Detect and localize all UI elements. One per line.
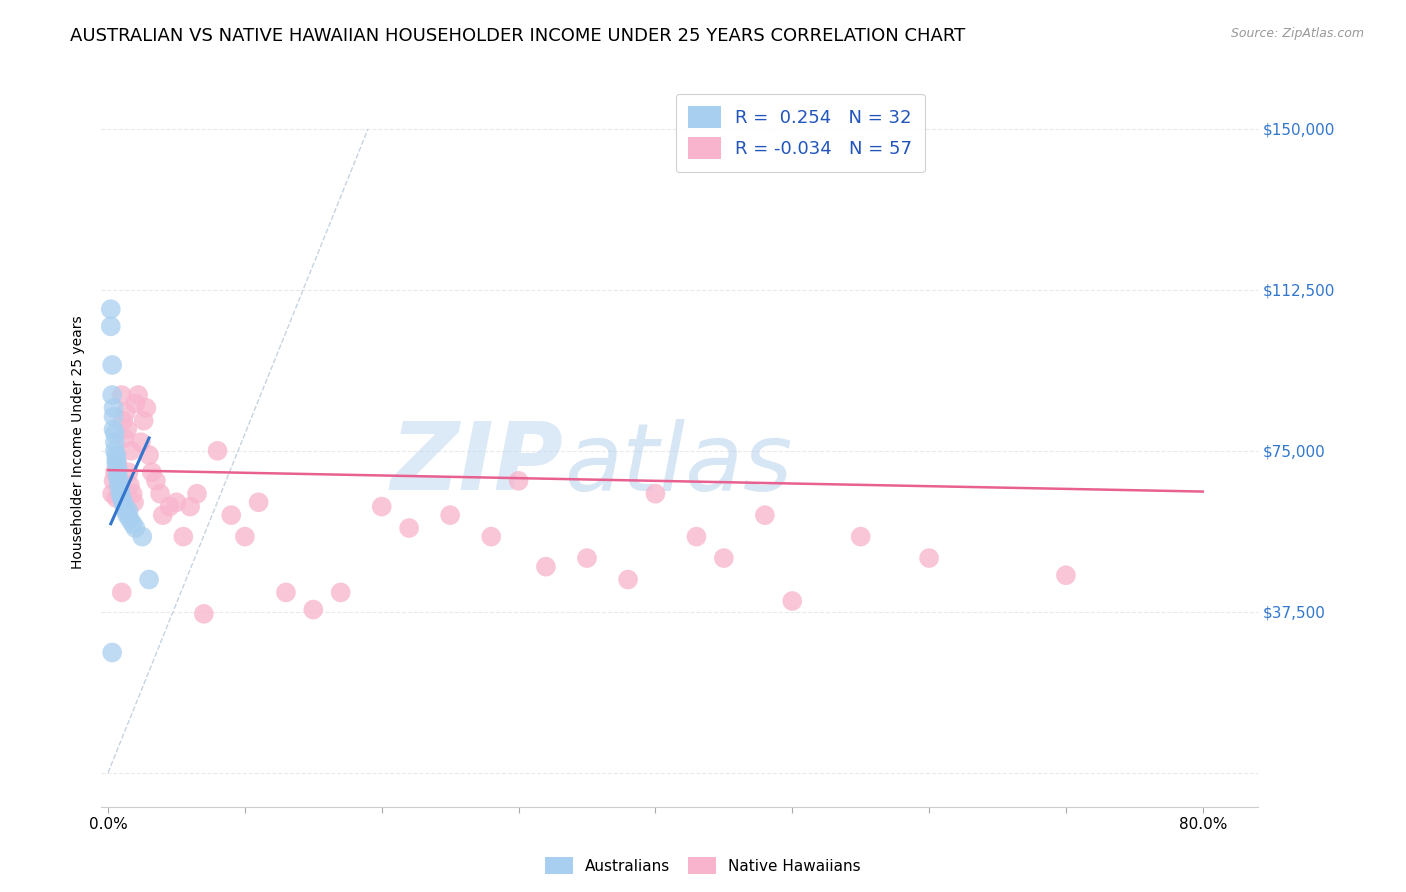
Point — [107, 461, 129, 475]
Point — [100, 302, 122, 317]
Point — [108, 474, 131, 488]
Point — [371, 500, 394, 514]
Point — [918, 551, 941, 566]
Point — [101, 645, 124, 659]
Point — [114, 500, 136, 514]
Point — [159, 500, 181, 514]
Point — [302, 602, 325, 616]
Point — [398, 521, 420, 535]
Point — [713, 551, 735, 566]
Point — [118, 478, 141, 492]
Point — [114, 431, 136, 445]
Point — [105, 452, 128, 467]
Point — [233, 530, 256, 544]
Text: atlas: atlas — [564, 418, 792, 509]
Point — [124, 521, 146, 535]
Point — [101, 486, 124, 500]
Point — [101, 358, 124, 372]
Point — [104, 443, 127, 458]
Point — [849, 530, 872, 544]
Point — [141, 465, 163, 479]
Point — [247, 495, 270, 509]
Text: Source: ZipAtlas.com: Source: ZipAtlas.com — [1230, 27, 1364, 40]
Legend: Australians, Native Hawaiians: Australians, Native Hawaiians — [538, 851, 868, 880]
Point — [274, 585, 297, 599]
Point — [138, 573, 160, 587]
Legend: R =  0.254   N = 32, R = -0.034   N = 57: R = 0.254 N = 32, R = -0.034 N = 57 — [675, 94, 925, 172]
Point — [108, 474, 131, 488]
Point — [115, 504, 138, 518]
Point — [105, 491, 128, 505]
Point — [193, 607, 215, 621]
Point — [179, 500, 201, 514]
Point — [111, 491, 134, 505]
Point — [1054, 568, 1077, 582]
Point — [186, 486, 208, 500]
Point — [115, 508, 138, 523]
Point — [104, 426, 127, 441]
Point — [108, 478, 131, 492]
Point — [122, 495, 145, 509]
Point — [121, 486, 143, 500]
Point — [107, 469, 129, 483]
Point — [479, 530, 502, 544]
Point — [103, 474, 125, 488]
Point — [135, 401, 157, 415]
Point — [124, 396, 146, 410]
Point — [754, 508, 776, 523]
Point — [117, 465, 139, 479]
Point — [508, 474, 530, 488]
Y-axis label: Householder Income Under 25 years: Householder Income Under 25 years — [72, 316, 86, 569]
Point — [111, 388, 134, 402]
Point — [103, 422, 125, 436]
Point — [112, 495, 135, 509]
Point — [617, 573, 640, 587]
Point — [110, 483, 132, 497]
Point — [100, 319, 122, 334]
Point — [118, 512, 141, 526]
Point — [207, 443, 229, 458]
Point — [149, 486, 172, 500]
Point — [105, 457, 128, 471]
Point — [101, 388, 124, 402]
Text: ZIP: ZIP — [391, 418, 564, 510]
Point — [111, 585, 134, 599]
Point — [103, 401, 125, 415]
Point — [166, 495, 188, 509]
Point — [219, 508, 242, 523]
Point — [127, 388, 149, 402]
Point — [131, 530, 153, 544]
Point — [117, 504, 139, 518]
Point — [575, 551, 598, 566]
Point — [780, 594, 803, 608]
Point — [644, 486, 666, 500]
Point — [439, 508, 461, 523]
Point — [121, 516, 143, 531]
Point — [115, 422, 138, 436]
Point — [329, 585, 352, 599]
Point — [132, 414, 155, 428]
Point — [112, 414, 135, 428]
Point — [138, 448, 160, 462]
Text: AUSTRALIAN VS NATIVE HAWAIIAN HOUSEHOLDER INCOME UNDER 25 YEARS CORRELATION CHAR: AUSTRALIAN VS NATIVE HAWAIIAN HOUSEHOLDE… — [70, 27, 966, 45]
Point — [145, 474, 167, 488]
Point — [110, 486, 132, 500]
Point — [152, 508, 174, 523]
Point — [104, 465, 127, 479]
Point — [107, 457, 129, 471]
Point — [105, 448, 128, 462]
Point — [685, 530, 707, 544]
Point — [110, 486, 132, 500]
Point — [115, 405, 138, 419]
Point — [534, 559, 557, 574]
Point — [129, 435, 152, 450]
Point — [107, 465, 129, 479]
Point — [103, 409, 125, 424]
Point — [120, 443, 142, 458]
Point — [104, 435, 127, 450]
Point — [172, 530, 194, 544]
